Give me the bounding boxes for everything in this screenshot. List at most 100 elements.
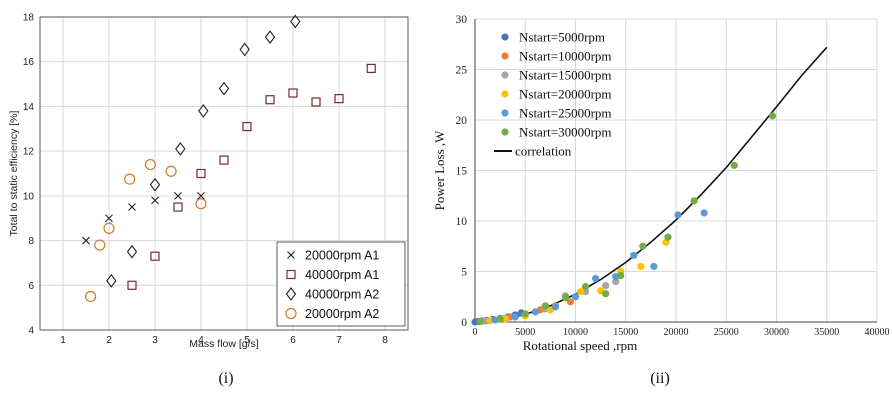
panel-ii-y-tick-10: 10 [456,216,468,228]
panel-i-y-tick-8: 8 [28,236,34,247]
panel-i-legend-label-40000rpm-a1: 40000rpm A1 [305,268,379,282]
panel-ii-chart: 0 5000 10000 15000 20000 25000 30000 35000 40000… [432,14,890,387]
panel-ii-legend: Nstart=5000rpm Nstart=10000rpm Nstart=1500… [494,30,612,159]
panel-ii-y-tick-0: 0 [461,317,467,329]
panel-ii-point-nstart-25000rpm-9 [674,211,682,219]
panel-ii-legend-marker-nstart-20000rpm [501,90,509,98]
panel-i-point-20000rpm-a1-0 [82,236,90,245]
panel-ii-gridlines [475,18,878,322]
panel-i-point-40000rpm-a2-8 [290,14,301,29]
panel-ii-y-tick-20: 20 [456,115,468,127]
panel-ii-point-nstart-10000rpm-7 [566,298,575,306]
panel-ii-caption-label: (ii) [650,370,670,387]
panel-i-y-tick-4: 4 [28,326,34,337]
panel-i-point-20000rpm-a2-5 [165,165,177,177]
panel-ii-legend-label-nstart-15000rpm: Nstart=15000rpm [519,68,612,83]
panel-i-legend-label-20000rpm-a2: 20000rpm A2 [305,307,379,321]
panel-i-y-tick-18: 18 [23,13,35,24]
panel-ii-point-nstart-25000rpm-8 [650,262,658,271]
panel-ii-point-nstart-25000rpm-3 [551,303,560,311]
panel-ii-x-axis-label: Rotational speed ,rpm [523,338,637,353]
panel-i-point-20000rpm-a2-2 [103,222,115,234]
panel-ii-point-nstart-25000rpm-7 [630,251,638,259]
panel-i-point-40000rpm-a1-1 [150,251,160,261]
panel-i-point-20000rpm-a2-6 [195,198,207,210]
panel-ii-point-nstart-30000rpm-6 [602,290,610,298]
panel-i-point-40000rpm-a1-0 [127,280,137,290]
panel-i-data-marks [82,14,376,303]
panel-i-legend-marker-20000rpm-a1 [287,251,295,259]
panel-i-y-axis-label: Total to static efficiency [%] [8,110,20,236]
panel-ii-x-tick-35000: 35000 [814,327,839,338]
panel-ii-point-nstart-30000rpm-4 [561,294,570,302]
panel-i-point-40000rpm-a2-4 [198,103,209,118]
panel-ii-point-nstart-20000rpm-4 [576,288,585,296]
panel-ii-x-tick-30000: 30000 [764,327,789,338]
panel-i-legend-box [276,241,406,327]
panel-i-point-40000rpm-a2-3 [175,141,186,156]
panel-i-legend-marker-40000rpm-a2 [285,287,297,301]
panel-ii-y-tick-15: 15 [456,166,468,178]
panel-i-point-20000rpm-a1-2 [128,203,136,211]
panel-ii-point-nstart-15000rpm-7 [612,278,620,286]
panel-i-point-40000rpm-a2-2 [149,177,161,192]
panel-i-point-40000rpm-a2-7 [264,30,276,45]
panel-ii-point-nstart-20000rpm-7 [637,262,645,271]
panel-i-point-20000rpm-a2-4 [144,158,156,171]
panel-i-legend-label-20000rpm-a1: 20000rpm A1 [305,249,379,263]
panel-ii-point-nstart-25000rpm-10 [700,209,708,217]
panel-i-y-tick-6: 6 [28,281,34,292]
panel-ii-point-nstart-25000rpm-4 [571,293,580,301]
panel-i-legend-marker-20000rpm-a2 [285,307,297,320]
panel-ii-legend-label-nstart-20000rpm: Nstart=20000rpm [519,87,612,102]
panel-i-point-20000rpm-a1-3 [151,196,159,205]
panel-ii-x-tick-0: 0 [473,327,478,338]
panel-ii-point-nstart-20000rpm-1 [501,315,509,323]
panel-ii-x-tick-10000: 10000 [563,327,588,338]
panel-ii-point-nstart-30000rpm-7 [617,271,625,280]
panel-i-point-40000rpm-a2-0 [106,273,117,288]
panel-i-x-tick-3: 3 [152,335,158,346]
panel-ii-legend-marker-nstart-15000rpm [501,71,509,79]
panel-ii-point-nstart-25000rpm-1 [511,313,519,321]
panel-ii-x-tick-40000: 40000 [865,327,890,338]
panel-i-x-tick-8: 8 [382,335,388,346]
panel-ii-legend-marker-nstart-5000rpm [501,33,509,41]
panel-ii-legend-label-nstart-10000rpm: Nstart=10000rpm [519,49,612,64]
panel-i-x-tick-6: 6 [290,335,296,346]
panel-i-x-axis-label: Mass flow [g/s] [189,338,259,350]
panel-ii-point-nstart-15000rpm-6 [602,282,610,290]
panel-i-point-40000rpm-a1-4 [219,155,229,165]
panel-i-y-tick-16: 16 [23,57,35,68]
panel-i-point-20000rpm-a2-3 [124,173,136,185]
panel-ii-x-tick-20000: 20000 [664,327,689,338]
panel-i-point-20000rpm-a1-5 [197,191,205,200]
panel-i-point-20000rpm-a1-1 [105,214,113,223]
panel-ii-x-tick-15000: 15000 [613,327,638,338]
panel-ii-point-nstart-25000rpm-5 [592,274,600,283]
panel-i-point-40000rpm-a2-1 [126,244,138,259]
panel-i-point-40000rpm-a1-6 [265,95,275,105]
panel-ii-y-axis-label: Power Loss ,W [432,130,447,211]
panel-i-point-40000rpm-a2-6 [239,42,250,57]
panel-i-x-tick-5: 5 [244,335,250,346]
panel-i-point-40000rpm-a1-3 [196,168,206,179]
panel-ii-point-nstart-30000rpm-9 [664,233,672,241]
panel-ii-point-nstart-30000rpm-8 [639,242,647,250]
panel-ii-axes [474,19,877,323]
panel-i-y-tick-12: 12 [23,147,35,158]
panel-i-y-tick-10: 10 [23,191,35,202]
panel-i-plot-frame [39,16,409,331]
panel-ii-legend-marker-nstart-25000rpm [501,109,509,117]
panel-i-point-40000rpm-a1-5 [242,121,252,132]
panel-i-point-20000rpm-a1-4 [174,191,182,200]
panel-ii-legend-marker-nstart-10000rpm [501,52,509,60]
panel-ii-data-marks [471,46,828,326]
panel-i-x-tick-4: 4 [198,335,204,346]
panel-i-point-20000rpm-a2-0 [84,290,97,303]
panel-i-x-tick-1: 1 [60,335,66,346]
panel-ii-legend-label-correlation: correlation [515,144,572,159]
